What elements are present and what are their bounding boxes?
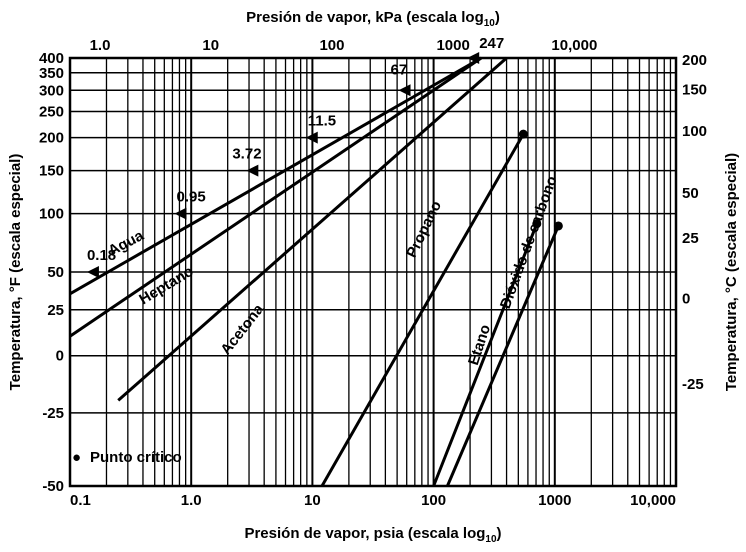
series-line [117,56,508,402]
critical-point [532,219,542,229]
right-axis-title: Temperatura, °C (escala especial) [723,153,740,391]
annotation-label: 247 [479,35,504,52]
y-tick-label-c: 25 [682,230,699,247]
annotation-arrow [174,207,187,220]
y-tick-label-c: 150 [682,82,707,99]
critical-point [553,221,563,231]
annotation-label: 67 [391,61,408,78]
annotation-label: 11.5 [308,113,336,130]
left-axis-title: Temperatura, °F (escala especial) [7,154,24,391]
y-tick-label-f: 25 [47,302,64,319]
y-tick-label-f: 300 [39,82,64,99]
series-line [320,133,525,487]
legend-text: Punto crítico [90,449,182,466]
annotation-label: 0.95 [177,189,206,206]
x-tick-label-kpa: 1000 [436,37,469,54]
annotation-arrow [467,52,480,64]
annotation-label: 3.72 [232,146,261,163]
x-tick-label-psia: 10 [304,492,321,509]
y-tick-label-c: 0 [682,290,690,307]
annotation-arrow [398,84,411,97]
y-tick-label-f: 350 [39,65,64,82]
series-line [69,56,483,338]
grid [70,58,676,486]
critical-point [518,129,528,139]
y-tick-label-f: 0 [56,348,64,365]
y-tick-label-f: 100 [39,206,64,223]
x-tick-label-psia: 100 [421,492,446,509]
y-tick-label-f: 250 [39,104,64,121]
series-label: Propano [403,198,445,260]
legend-symbol: ● [72,449,81,466]
y-tick-label-f: -25 [42,405,64,422]
x-tick-label-kpa: 1.0 [90,37,111,54]
annotation-arrow [305,131,318,144]
annotation-arrow [246,164,259,177]
x-axis-title: Presión de vapor, psia (escala log10) [244,525,501,545]
plot-frame [68,56,678,488]
x-tick-label-psia: 1000 [538,492,571,509]
series-line [432,223,539,487]
x-tick-label-psia: 10,000 [630,492,676,509]
y-tick-label-f: 150 [39,163,64,180]
annotation-marks: 0.18 0.95 3.72 11.5 67 247 [86,35,563,278]
annotation-label: 0.18 [87,247,116,264]
top-axis-title: Presión de vapor, kPa (escala log10) [246,9,500,29]
x-tick-label-psia: 1.0 [181,492,202,509]
y-tick-label-f: -50 [42,478,64,495]
x-tick-label-kpa: 100 [319,37,344,54]
annotation-arrow [86,266,99,278]
series-line [446,225,560,487]
legend: ● Punto crítico [72,449,182,466]
series-line [69,56,482,296]
x-tick-label-psia: 0.1 [70,492,91,509]
y-tick-label-c: -25 [682,376,704,393]
y-tick-label-f: 400 [39,50,64,67]
y-tick-label-c: 50 [682,185,699,202]
y-tick-label-f: 200 [39,130,64,147]
x-tick-label-kpa: 10,000 [551,37,597,54]
y-tick-label-f: 50 [47,264,64,281]
y-tick-label-c: 200 [682,52,707,69]
y-tick-label-c: 100 [682,123,707,140]
x-tick-label-kpa: 10 [202,37,219,54]
